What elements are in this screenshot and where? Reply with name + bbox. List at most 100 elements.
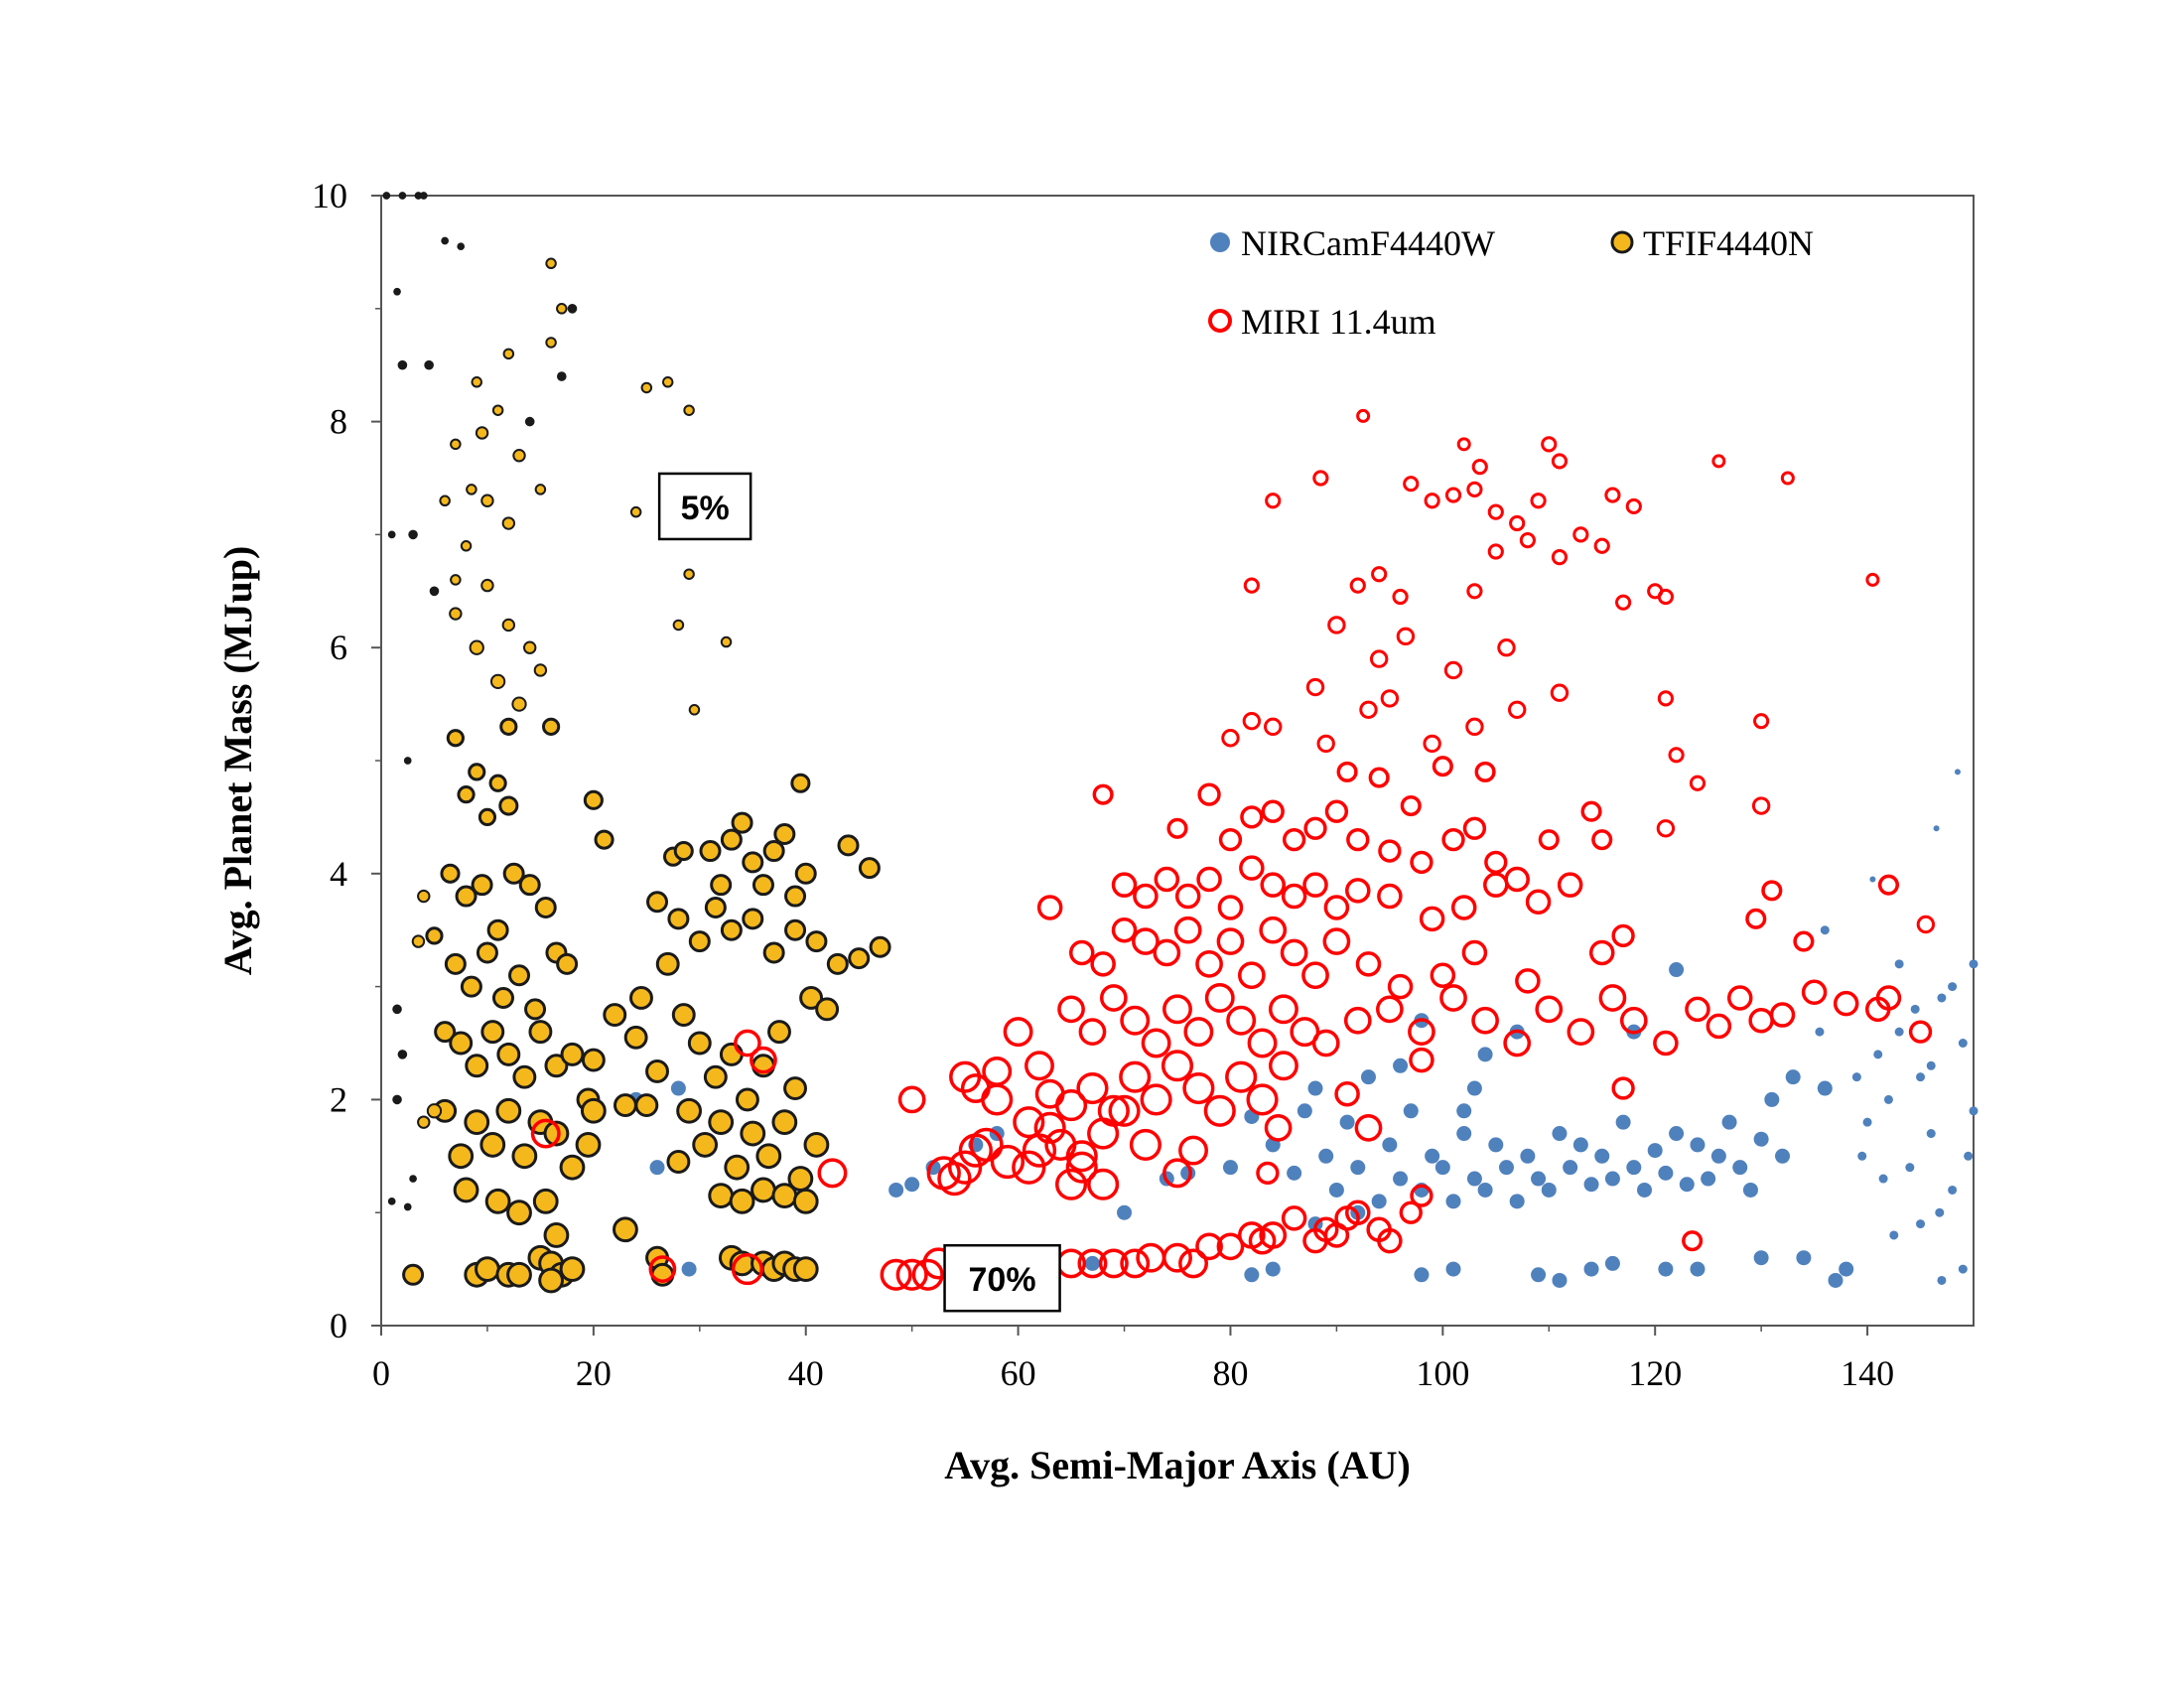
- tfi-point: [719, 1042, 744, 1066]
- tfi-point: [613, 1216, 638, 1243]
- tfi-point: [491, 404, 504, 416]
- miri-point: [1162, 1242, 1192, 1273]
- tfi-point: [784, 918, 807, 941]
- miri-point: [1354, 1114, 1383, 1142]
- miri-point: [1711, 454, 1726, 469]
- tfi-point: [710, 874, 733, 897]
- nircam-point: [1647, 1143, 1663, 1159]
- nircam-point: [1583, 1177, 1599, 1193]
- nircam-point: [1477, 1182, 1493, 1198]
- tfi-point: [460, 540, 473, 552]
- miri-point: [1154, 866, 1180, 893]
- miri-point: [1551, 453, 1569, 470]
- tfi-point: [771, 1183, 798, 1209]
- x-tick-label: 0: [372, 1353, 390, 1393]
- nircam-point: [1889, 1230, 1899, 1240]
- tfi-point: [688, 704, 701, 716]
- tfi-point: [397, 359, 408, 370]
- nircam-point: [1883, 1094, 1893, 1104]
- miri-point: [1281, 883, 1307, 910]
- miri-point: [1611, 923, 1635, 948]
- nircam-point: [1878, 1174, 1888, 1184]
- x-tick-label: 80: [1212, 1353, 1248, 1393]
- tfi-point: [469, 639, 484, 655]
- tfi-point: [446, 729, 465, 748]
- x-tick-label: 40: [788, 1353, 824, 1393]
- miri-point: [1538, 829, 1560, 851]
- miri-point: [1793, 930, 1815, 952]
- tfi-point: [545, 337, 557, 349]
- tfi-point: [735, 1087, 759, 1112]
- tfi-point: [762, 840, 785, 863]
- miri-point: [1264, 717, 1283, 737]
- tfi-point: [439, 494, 451, 507]
- tfi-point: [465, 1054, 489, 1078]
- tfi-point: [751, 1177, 776, 1203]
- nircam-point: [1820, 925, 1830, 935]
- tfi-point: [699, 840, 722, 863]
- miri-point: [1557, 872, 1583, 898]
- nircam-point: [1552, 1126, 1568, 1142]
- nircam-point: [1690, 1137, 1706, 1153]
- miri-point: [1246, 1083, 1279, 1116]
- tfi-point: [450, 438, 462, 451]
- tfi-point: [508, 964, 531, 987]
- tfi-point: [559, 1154, 586, 1181]
- miri-point: [1036, 895, 1063, 920]
- nircam-point: [1851, 1072, 1861, 1082]
- miri-point: [1166, 817, 1188, 839]
- miri-point: [1761, 880, 1783, 902]
- miri-point: [1515, 968, 1541, 994]
- miri-point: [1593, 537, 1610, 554]
- y-tick-label: 4: [330, 854, 347, 894]
- tfi-point: [455, 885, 478, 908]
- tfi-point: [471, 376, 482, 388]
- tfi-point: [623, 1025, 648, 1050]
- miri-point: [1443, 660, 1463, 680]
- miri-point: [1013, 1106, 1045, 1139]
- miri-point: [734, 1029, 761, 1058]
- miri-point: [1092, 783, 1114, 805]
- tfi-point: [794, 862, 817, 885]
- tfi-point: [479, 1132, 506, 1158]
- tfi-point: [646, 891, 669, 914]
- nircam-point: [1509, 1194, 1525, 1209]
- tfi-point: [528, 1020, 553, 1045]
- miri-point: [1410, 1184, 1433, 1207]
- miri-point: [1450, 895, 1477, 920]
- tfi-point: [629, 986, 653, 1010]
- miri-point: [1591, 829, 1613, 851]
- tfi-point: [506, 1199, 532, 1226]
- nircam-point: [1265, 1261, 1281, 1277]
- miri-point: [1530, 493, 1547, 509]
- tfi-point: [478, 807, 497, 827]
- miri-point: [1336, 761, 1358, 782]
- miri-point: [1611, 1076, 1635, 1100]
- tfi-point: [751, 874, 774, 897]
- miri-point: [981, 1083, 1014, 1116]
- miri-point: [1312, 470, 1329, 487]
- miri-point: [1268, 994, 1298, 1025]
- miri-point: [1487, 503, 1504, 520]
- miri-point: [1173, 916, 1202, 944]
- tfi-point: [594, 829, 614, 850]
- miri-point: [1378, 839, 1402, 863]
- miri-point: [530, 1118, 561, 1149]
- tfi-point: [720, 828, 743, 851]
- miri-point: [1345, 1199, 1371, 1225]
- miri-point: [817, 1158, 848, 1189]
- nircam-point: [1339, 1114, 1355, 1130]
- tfi-point: [740, 1120, 766, 1147]
- tfi-point: [575, 1132, 602, 1158]
- tfi-point: [417, 889, 431, 904]
- miri-point: [1324, 799, 1349, 823]
- tfi-point: [453, 1177, 479, 1203]
- tfi-point: [567, 304, 578, 314]
- nircam-point: [1445, 1194, 1461, 1209]
- miri-point: [1221, 729, 1240, 748]
- nircam-point: [1958, 1264, 1968, 1274]
- nircam-point: [1948, 1185, 1958, 1195]
- tfi-point: [533, 663, 548, 677]
- tfi-point: [457, 242, 466, 251]
- tfi-point: [848, 947, 871, 970]
